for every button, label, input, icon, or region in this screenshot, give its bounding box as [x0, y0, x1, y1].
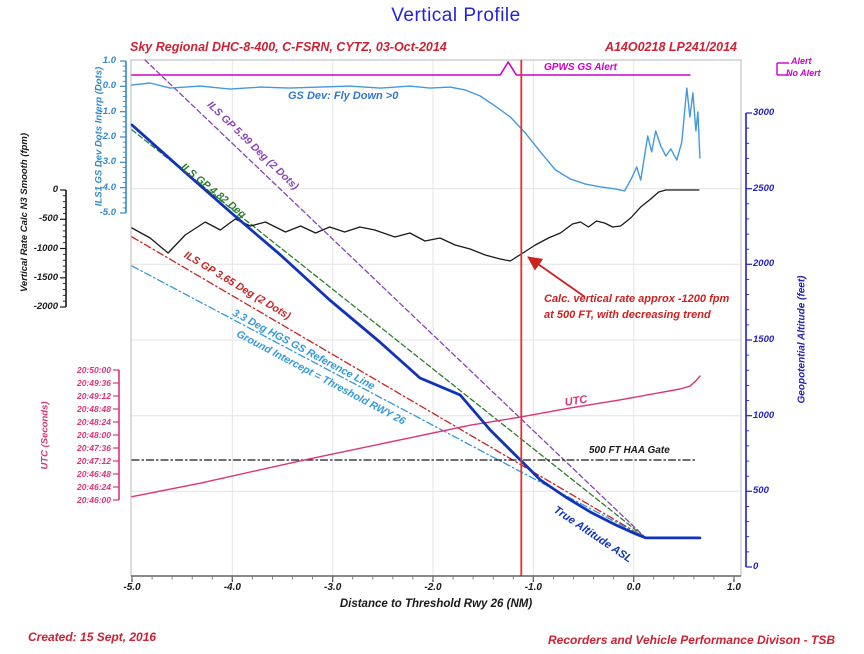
- y-axis-fpm-tick-label: 0: [52, 184, 58, 195]
- x-axis-tick-label: -5.0: [123, 582, 141, 593]
- x-axis-tick-label: -1.0: [524, 582, 542, 593]
- x-axis-title: Distance to Threshold Rwy 26 (NM): [339, 598, 533, 610]
- x-axis-tick-label: -3.0: [324, 582, 342, 593]
- flight-info-header: Sky Regional DHC-8-400, C-FSRN, CYTZ, 03…: [130, 40, 447, 54]
- division-footer: Recorders and Vehicle Performance Diviso…: [548, 633, 835, 647]
- y-axis-alt-title: Geopotential Altitude (feet): [796, 275, 808, 404]
- series-ils_gp_599: [144, 59, 647, 539]
- note-arrow: [527, 256, 586, 298]
- y-axis-alt-tick-label: 3000: [753, 107, 775, 118]
- y-axis-fpm-tick-label: -2000: [33, 301, 58, 312]
- page-title: Vertical Profile: [391, 5, 521, 26]
- y-axis-dots-tick-label: -2.0: [99, 130, 116, 142]
- y-axis-alt-tick-label: 1000: [753, 409, 775, 421]
- series-ils_gp_482: [131, 129, 647, 539]
- x-axis-tick-label: -4.0: [223, 582, 241, 593]
- annotation-gpws_gs_alert: GPWS GS Alert: [544, 62, 617, 73]
- y-axis-fpm-tick-label: -1000: [33, 242, 58, 254]
- y-axis-dots-tick-label: 0.0: [102, 80, 116, 92]
- y-axis-fpm-title: Vertical Rate Calc N3 Smooth (fpm): [18, 132, 30, 293]
- series-ils_gp_365: [131, 236, 647, 539]
- y-axis-utc-tick-label: 20:48:00: [76, 430, 111, 440]
- annotation-gs_dev_note: GS Dev: Fly Down >0: [288, 90, 399, 102]
- y-axis-utc-tick-label: 20:49:36: [76, 378, 111, 388]
- annotation-note2: at 500 FT, with decreasing trend: [544, 309, 711, 321]
- created-date-footer: Created: 15 Sept, 2016: [28, 630, 157, 644]
- y-axis-utc-tick-label: 20:47:12: [76, 456, 111, 466]
- y-axis-alt-tick-label: 0: [753, 561, 759, 572]
- series-utc_time: [131, 375, 701, 498]
- y-axis-utc-tick-label: 20:46:00: [76, 495, 111, 505]
- series-true_altitude: [130, 123, 702, 540]
- y-axis-utc-tick-label: 20:50:00: [76, 365, 111, 375]
- x-axis-tick-label: 1.0: [727, 582, 741, 593]
- y-axis-alt-tick-label: 500: [753, 485, 769, 497]
- y-axis-utc-tick-label: 20:49:12: [76, 391, 111, 401]
- report-number-header: A14O0218 LP241/2014: [604, 40, 737, 54]
- series-ils_gs_dev: [131, 82, 701, 192]
- y-axis-dots-tick-label: -3.0: [99, 156, 116, 168]
- y-axis-dots-tick-label: -1.0: [99, 105, 116, 117]
- y-axis-dots-tick-label: -4.0: [99, 181, 116, 193]
- y-axis-dots-tick-label: -5.0: [99, 206, 116, 218]
- y-axis-fpm-tick-label: -500: [38, 213, 58, 225]
- y-axis-fpm-tick-label: -1500: [33, 271, 58, 283]
- legend-alert-label: Alert: [791, 56, 812, 66]
- x-axis-tick-label: -2.0: [424, 582, 442, 593]
- annotation-haa_gate: 500 FT HAA Gate: [589, 445, 670, 456]
- series-vertical_rate: [131, 189, 700, 262]
- legend-no-alert-label: No Alert: [786, 68, 821, 78]
- y-axis-utc-tick-label: 20:48:24: [76, 417, 111, 427]
- y-axis-dots-tick-label: 1.0: [102, 55, 116, 66]
- y-axis-alt-tick-label: 1500: [753, 334, 775, 345]
- x-axis-tick-label: 0.0: [626, 582, 641, 593]
- y-axis-alt-tick-label: 2500: [753, 182, 775, 194]
- series-gpws_gs_alert: [131, 61, 691, 76]
- y-axis-utc-tick-label: 20:46:48: [76, 469, 111, 479]
- y-axis-utc-tick-label: 20:48:48: [76, 404, 111, 414]
- alert-legend: Alert No Alert: [786, 55, 821, 79]
- y-axis-utc-tick-label: 20:47:36: [76, 443, 111, 453]
- y-axis-alt-tick-label: 2000: [753, 258, 775, 270]
- y-axis-dots-title: ILS1 GS Dev Dots Interp (Dots): [93, 66, 105, 207]
- legend-bracket: [776, 62, 789, 76]
- y-axis-utc-title: UTC (Seconds): [39, 401, 51, 470]
- annotation-note1: Calc. vertical rate approx -1200 fpm: [544, 293, 730, 305]
- y-axis-utc-tick-label: 20:46:24: [76, 482, 111, 492]
